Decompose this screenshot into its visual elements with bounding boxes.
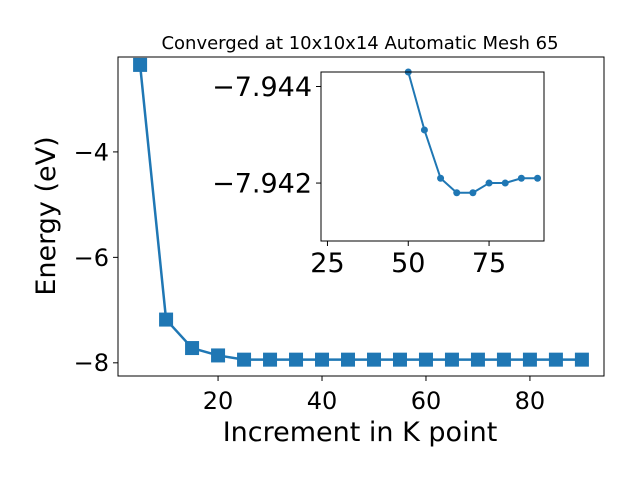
main-x-tick-label: 80 bbox=[515, 387, 546, 415]
inset-y-tick-label: −7.942 bbox=[212, 169, 312, 200]
main-y-tick-label: −4 bbox=[74, 138, 109, 166]
chart-title: Converged at 10x10x14 Automatic Mesh 65 bbox=[161, 33, 558, 54]
main-y-tick-label: −8 bbox=[74, 349, 109, 377]
main-x-tick-label: 60 bbox=[411, 387, 442, 415]
inset-data-point bbox=[420, 126, 428, 134]
inset-data-point bbox=[453, 189, 461, 197]
inset-data-point bbox=[517, 174, 525, 182]
main-data-point bbox=[366, 352, 381, 367]
inset-plot-area: 25 50 75 −7.944 −7.942 bbox=[212, 68, 545, 279]
inset-y-tick-label: −7.944 bbox=[212, 72, 312, 103]
y-axis-label: Energy (eV) bbox=[31, 136, 62, 295]
inset-data-point bbox=[501, 179, 509, 187]
main-data-point bbox=[522, 352, 537, 367]
main-x-tick-label: 20 bbox=[203, 387, 234, 415]
main-axes-frame bbox=[117, 56, 605, 377]
main-data-point bbox=[496, 352, 511, 367]
main-data-point bbox=[392, 352, 407, 367]
main-plot-area: 20 40 60 80 −8 −6 −4 bbox=[74, 56, 605, 415]
x-axis-label: Increment in K point bbox=[223, 417, 498, 448]
main-x-tick-label: 40 bbox=[307, 387, 338, 415]
main-data-point bbox=[418, 352, 433, 367]
main-data-point bbox=[159, 312, 174, 327]
main-data-point bbox=[548, 352, 563, 367]
main-data-point bbox=[444, 352, 459, 367]
main-data-point bbox=[237, 352, 252, 367]
main-data-point bbox=[289, 352, 304, 367]
inset-x-tick-label: 25 bbox=[310, 248, 344, 279]
main-data-point bbox=[263, 352, 278, 367]
main-data-point bbox=[211, 348, 226, 363]
inset-data-point bbox=[534, 174, 542, 182]
inset-data-point bbox=[469, 189, 477, 197]
inset-axes-frame bbox=[320, 71, 545, 242]
inset-x-tick-label: 75 bbox=[472, 248, 506, 279]
main-data-point bbox=[133, 57, 148, 72]
main-data-point bbox=[185, 341, 200, 356]
inset-data-point bbox=[485, 179, 493, 187]
inset-x-tick-label: 50 bbox=[391, 248, 425, 279]
main-data-point bbox=[341, 352, 356, 367]
inset-data-point bbox=[437, 174, 445, 182]
main-data-point bbox=[470, 352, 485, 367]
main-data-point bbox=[574, 352, 589, 367]
main-y-tick-label: −6 bbox=[74, 244, 109, 272]
main-data-point bbox=[315, 352, 330, 367]
